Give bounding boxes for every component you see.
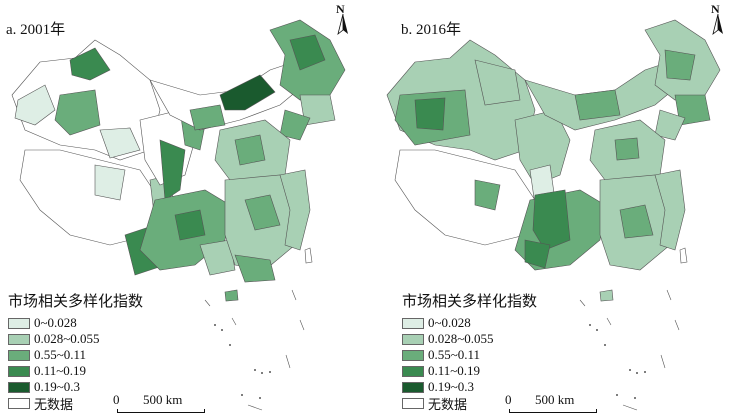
legend-swatch — [402, 397, 424, 409]
legend-item: 0~0.028 — [8, 315, 143, 331]
china-map-2016 — [386, 19, 721, 411]
legend-swatch — [8, 381, 30, 393]
legend-label: 0.11~0.19 — [428, 363, 481, 378]
legend: 市场相关多样化指数 0~0.028 0.028~0.055 0.55~0.11 … — [402, 290, 538, 413]
scale-distance-label: 500 km — [535, 392, 575, 407]
legend-label: 0.028~0.055 — [34, 331, 100, 346]
north-arrow-icon: N — [333, 2, 353, 38]
legend-item: 0.55~0.11 — [402, 347, 537, 363]
legend-item: 0.19~0.3 — [8, 379, 143, 395]
legend-item: 0.19~0.3 — [402, 379, 537, 395]
china-map-2001 — [11, 19, 346, 411]
legend-swatch — [8, 365, 30, 377]
legend-title: 市场相关多样化指数 — [402, 292, 538, 310]
legend-item: 0.11~0.19 — [8, 363, 143, 379]
scale-line — [117, 409, 205, 413]
legend-item: 0~0.028 — [402, 315, 537, 331]
legend-label: 0.55~0.11 — [34, 347, 87, 362]
scale-zero-label: 0 — [505, 392, 512, 407]
legend-swatch — [402, 365, 424, 377]
legend-item: 0.55~0.11 — [8, 347, 143, 363]
legend-item: 0.028~0.055 — [8, 331, 143, 347]
legend-label: 0.11~0.19 — [34, 363, 87, 378]
legend-label: 无数据 — [428, 397, 468, 413]
legend-item: 无数据 — [402, 395, 537, 413]
legend-label: 0.028~0.055 — [428, 331, 494, 346]
panel-title: b. 2016年 — [401, 22, 462, 38]
scale-bar: 0 500 km — [113, 392, 213, 414]
scale-distance-label: 500 km — [143, 392, 183, 407]
legend: 市场相关多样化指数 0~0.028 0.028~0.055 0.55~0.11 … — [8, 290, 144, 413]
north-arrow-icon: N — [708, 2, 728, 38]
legend-title: 市场相关多样化指数 — [8, 292, 144, 310]
legend-item: 0.11~0.19 — [402, 363, 537, 379]
legend-swatch — [402, 349, 424, 361]
scale-zero-label: 0 — [113, 392, 120, 407]
legend-swatch — [8, 317, 30, 329]
legend-swatch — [8, 349, 30, 361]
scale-bar: 0 500 km — [505, 392, 605, 414]
map-panel-2001: a. 2001年 N 市场相关多样化指数 0~0.028 0.028~0.055… — [6, 2, 353, 414]
legend-item: 0.028~0.055 — [402, 331, 537, 347]
legend-swatch — [402, 381, 424, 393]
legend-swatch — [402, 317, 424, 329]
north-label: N — [336, 2, 345, 16]
scale-line — [509, 409, 597, 413]
legend-item: 无数据 — [8, 395, 143, 413]
legend-label: 0.55~0.11 — [428, 347, 481, 362]
map-panel-2016: b. 2016年 N 市场相关多样化指数 0~0.028 0.028~0.055… — [375, 0, 750, 419]
legend-label: 0.19~0.3 — [34, 379, 81, 394]
legend-label: 0.19~0.3 — [428, 379, 475, 394]
north-label: N — [711, 2, 720, 16]
legend-label: 0~0.028 — [428, 315, 471, 330]
panel-title: a. 2001年 — [6, 22, 66, 38]
legend-swatch — [8, 397, 30, 409]
legend-swatch — [402, 333, 424, 345]
legend-swatch — [8, 333, 30, 345]
legend-label: 0~0.028 — [34, 315, 77, 330]
legend-label: 无数据 — [34, 397, 74, 413]
